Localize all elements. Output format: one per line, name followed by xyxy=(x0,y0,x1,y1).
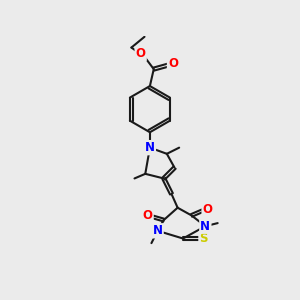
Text: O: O xyxy=(136,47,146,60)
Text: O: O xyxy=(142,209,153,222)
Text: S: S xyxy=(200,232,208,245)
Text: N: N xyxy=(145,141,155,154)
Text: O: O xyxy=(203,203,213,216)
Text: N: N xyxy=(200,220,210,233)
Text: N: N xyxy=(153,224,163,237)
Text: O: O xyxy=(168,57,178,70)
